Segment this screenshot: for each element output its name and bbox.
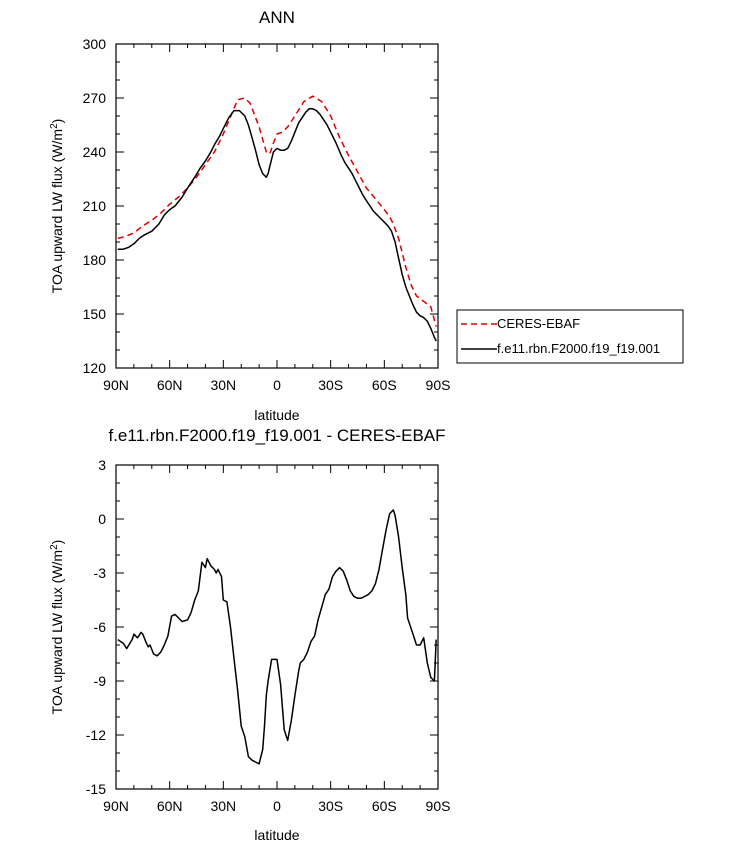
bottom-x-axis-label: latitude <box>254 827 299 843</box>
bottom-x-tick-label: 60S <box>372 798 397 814</box>
bottom-y-tick-label: 0 <box>98 511 106 527</box>
bottom-y-tick-label: 3 <box>98 457 106 473</box>
top-y-tick-label: 210 <box>83 198 107 214</box>
bottom-series-layer <box>117 509 437 765</box>
top-x-tick-label: 60N <box>157 377 183 393</box>
bottom-x-tick-label: 90S <box>426 798 451 814</box>
top-series-line-1 <box>117 108 437 342</box>
bottom-panel: f.e11.rbn.F2000.f19_f19.001 - CERES-EBAF… <box>49 426 451 843</box>
bottom-y-axis-label: TOA upward LW flux (W/m2) <box>49 540 66 715</box>
top-plot-frame <box>115 43 439 369</box>
bottom-series-line-0 <box>117 509 437 765</box>
top-y-axis-label: TOA upward LW flux (W/m2) <box>49 119 66 294</box>
bottom-y-tick-label: -3 <box>94 565 107 581</box>
top-y-tick-label: 270 <box>83 90 107 106</box>
bottom-chart-title: f.e11.rbn.F2000.f19_f19.001 - CERES-EBAF <box>108 426 445 445</box>
top-x-tick-label: 90N <box>103 377 129 393</box>
bottom-y-axis-label-sup: 2 <box>49 544 60 550</box>
top-y-tick-label: 120 <box>83 360 107 376</box>
legend: CERES-EBAF f.e11.rbn.F2000.f19_f19.001 <box>456 309 684 364</box>
bottom-y-axis-label-main: TOA upward LW flux (W/m <box>49 550 65 714</box>
legend-label-ceres: CERES-EBAF <box>497 316 580 331</box>
top-y-tick-label: 240 <box>83 144 107 160</box>
bottom-x-tick-label: 30N <box>210 798 236 814</box>
top-y-axis-label-end: ) <box>49 119 65 124</box>
top-y-axis-label-main: TOA upward LW flux (W/m <box>49 129 65 293</box>
top-x-tick-label: 60S <box>372 377 397 393</box>
bottom-y-tick-label: -15 <box>86 781 106 797</box>
bottom-y-tick-label: -12 <box>86 727 106 743</box>
bottom-x-tick-label: 0 <box>273 798 281 814</box>
top-panel: ANN 90N 60N 30N 0 30S 60S 90S 120 150 180 210 240 27… <box>49 8 684 423</box>
top-y-tick-label: 300 <box>83 36 107 52</box>
top-y-tick-label: 150 <box>83 306 107 322</box>
top-x-axis-label: latitude <box>254 407 299 423</box>
top-x-tick-label: 30N <box>210 377 236 393</box>
top-chart-title: ANN <box>259 8 295 27</box>
top-series-line-0 <box>117 95 437 327</box>
bottom-y-axis-label-end: ) <box>49 540 65 545</box>
bottom-x-tick-label: 30S <box>318 798 343 814</box>
bottom-y-tick-label: -6 <box>94 619 107 635</box>
bottom-x-tick-label: 60N <box>157 798 183 814</box>
legend-box <box>456 309 684 364</box>
top-x-tick-label: 30S <box>318 377 343 393</box>
bottom-x-tick-label: 90N <box>103 798 129 814</box>
top-tick-layer: 90N 60N 30N 0 30S 60S 90S 120 150 180 210 240 270 300 <box>83 36 451 393</box>
bottom-y-tick-label: -9 <box>94 673 107 689</box>
legend-label-model: f.e11.rbn.F2000.f19_f19.001 <box>497 341 660 356</box>
top-series-layer <box>117 95 437 342</box>
top-y-axis-label-sup: 2 <box>49 123 60 129</box>
top-x-tick-label: 90S <box>426 377 451 393</box>
top-x-tick-label: 0 <box>273 377 281 393</box>
top-y-tick-label: 180 <box>83 252 107 268</box>
bottom-tick-layer: 90N 60N 30N 0 30S 60S 90S -15 -12 -9 -6 -3 0 3 <box>86 457 451 814</box>
